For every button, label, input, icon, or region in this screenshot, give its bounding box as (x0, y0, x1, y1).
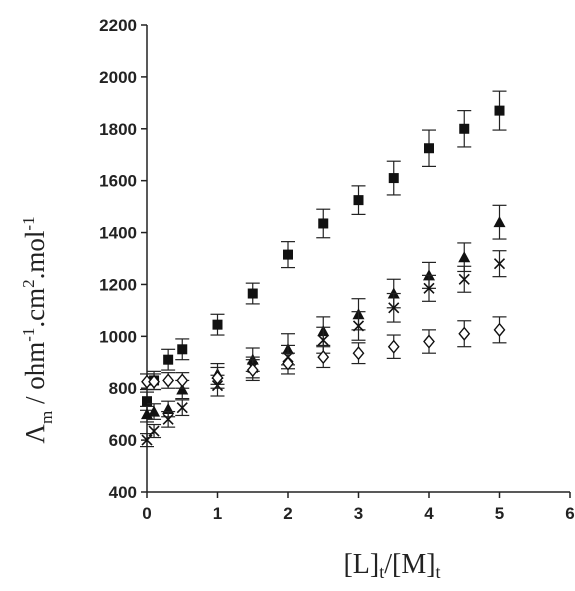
y-tick-label: 600 (109, 431, 137, 450)
series-open-diamond (140, 316, 507, 391)
data-point (283, 249, 293, 260)
data-point (162, 373, 175, 388)
data-point (493, 258, 506, 270)
data-point (458, 251, 471, 263)
data-point (163, 354, 174, 365)
y-tick-label: 1600 (99, 172, 137, 191)
y-tick-label: 1200 (99, 275, 137, 294)
y-tick-label: 1000 (99, 327, 137, 346)
x-tick-label: 1 (213, 504, 222, 523)
y-tick-label: 2200 (99, 16, 137, 35)
data-point (423, 334, 435, 349)
x-tick-label: 5 (495, 504, 504, 523)
data-point (282, 356, 294, 371)
data-point (352, 346, 365, 361)
data-point (494, 105, 505, 116)
data-point (387, 339, 400, 354)
data-point (317, 349, 330, 365)
data-point (424, 143, 434, 154)
data-point (493, 216, 506, 228)
data-point (212, 319, 223, 330)
data-point (141, 434, 153, 446)
data-point (493, 322, 506, 337)
x-axis-label: [L]t/[M]t (343, 549, 440, 582)
data-point (148, 405, 161, 417)
data-point (388, 302, 400, 314)
data-point (162, 413, 174, 425)
data-point (177, 344, 188, 355)
data-point (247, 288, 258, 299)
data-point (388, 173, 399, 184)
data-point (423, 282, 435, 294)
data-point (459, 123, 470, 134)
y-tick-label: 400 (109, 483, 137, 502)
data-point (142, 396, 152, 407)
y-tick-label: 1800 (99, 120, 137, 139)
data-point (148, 425, 160, 437)
data-point (353, 195, 364, 206)
data-point (176, 373, 189, 388)
x-tick-label: 6 (565, 504, 574, 523)
data-point (176, 383, 189, 395)
plot-area: 400 600 800 1000 1200 1400 1600 1800 2000 2200 0 1 2… (99, 16, 575, 523)
data-point (148, 374, 160, 389)
data-point (458, 326, 471, 341)
x-axis-title: [L]t/[M]t (343, 549, 440, 582)
y-axis-title: Λm / ohm-1.cm2.mol-1 (19, 216, 56, 443)
x-tick-label: 0 (142, 504, 151, 523)
y-axis-label: Λm / ohm-1.cm2.mol-1 (19, 216, 56, 443)
x-tick-label: 2 (283, 504, 292, 523)
data-point (458, 273, 470, 285)
y-tick-label: 1400 (99, 224, 137, 243)
data-point (246, 362, 259, 378)
data-point (211, 370, 224, 385)
x-tick-label: 3 (354, 504, 363, 523)
y-tick-label: 800 (109, 379, 137, 398)
data-point (317, 334, 329, 346)
x-tick-label: 4 (424, 504, 434, 523)
data-point (176, 402, 188, 414)
data-point (318, 218, 329, 229)
y-tick-label: 2000 (99, 68, 137, 87)
data-point (352, 320, 365, 332)
